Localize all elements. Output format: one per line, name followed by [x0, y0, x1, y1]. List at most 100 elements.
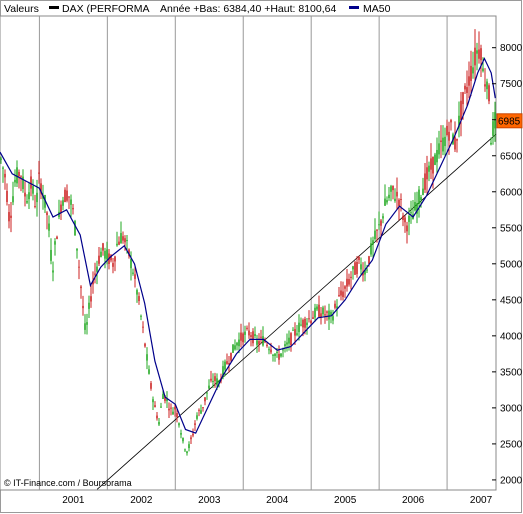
candle — [472, 51, 474, 79]
candle — [86, 313, 88, 335]
candle-body — [60, 204, 62, 213]
candle-body — [360, 264, 362, 270]
candle-body — [80, 286, 82, 289]
candle-body — [328, 310, 330, 320]
candle — [388, 186, 390, 201]
candle-body — [182, 437, 184, 442]
candle — [392, 185, 394, 200]
candle — [242, 332, 244, 346]
candle — [150, 381, 152, 391]
candle — [300, 317, 302, 327]
candle-body — [84, 323, 86, 330]
candle-body — [82, 305, 84, 309]
candle — [484, 68, 486, 92]
candle — [198, 408, 200, 417]
candle-body — [110, 255, 112, 261]
candle-body — [436, 149, 438, 163]
ma-layer — [0, 57, 496, 434]
y-tick-label: 2000 — [500, 475, 523, 486]
candle — [460, 92, 462, 137]
candle-body — [218, 380, 220, 384]
grid-layer — [38, 16, 448, 490]
candle — [312, 310, 314, 320]
candle — [30, 169, 32, 197]
candle — [188, 441, 190, 452]
candle — [202, 407, 204, 412]
candle — [286, 333, 288, 352]
candle — [176, 407, 178, 423]
candle — [474, 29, 476, 81]
candle-body — [462, 92, 464, 105]
candle-body — [316, 306, 318, 310]
candle — [190, 435, 192, 444]
candle-body — [202, 407, 204, 409]
candle-body — [206, 392, 208, 394]
candle — [82, 295, 84, 316]
candle-body — [122, 236, 124, 241]
candle — [208, 379, 210, 390]
candle — [296, 325, 298, 337]
candle-body — [118, 241, 120, 245]
candle-body — [494, 112, 496, 129]
candle-body — [340, 290, 342, 296]
candle-body — [112, 263, 114, 267]
candle-body — [394, 198, 396, 202]
candle-body — [330, 311, 332, 316]
candle — [350, 271, 352, 290]
candle — [284, 340, 286, 353]
candle — [134, 264, 136, 288]
candle — [468, 61, 470, 99]
candle — [340, 281, 342, 301]
candle-body — [74, 221, 76, 236]
candle — [120, 221, 122, 244]
candle-body — [324, 314, 326, 316]
candle-body — [164, 395, 166, 401]
candle — [110, 254, 112, 263]
candle — [294, 322, 296, 346]
ma50-line — [0, 57, 496, 434]
candle-body — [14, 179, 16, 183]
candle — [184, 448, 186, 452]
x-tick-label: 2005 — [334, 495, 357, 506]
candle — [480, 44, 482, 77]
candle-body — [146, 354, 148, 361]
candle-body — [28, 192, 30, 200]
candle — [328, 303, 330, 330]
candle — [10, 201, 12, 233]
candle — [398, 198, 400, 221]
candle — [420, 194, 422, 208]
candle — [100, 247, 102, 258]
candle — [416, 191, 418, 224]
candle-body — [300, 324, 302, 326]
candle-body — [336, 306, 338, 309]
candle-body — [192, 433, 194, 436]
candle — [56, 235, 58, 240]
candle — [6, 183, 8, 206]
candle — [488, 83, 490, 105]
x-tick-label: 2001 — [62, 495, 85, 506]
candle — [132, 268, 134, 276]
candle-body — [404, 217, 406, 223]
candle-body — [470, 65, 472, 81]
candle — [180, 429, 182, 439]
candle — [346, 268, 348, 292]
candle — [204, 397, 206, 406]
candle-body — [438, 143, 440, 155]
candle — [62, 196, 64, 211]
candle-body — [172, 411, 174, 415]
candle-body — [382, 216, 384, 219]
candle-body — [430, 158, 432, 170]
candle-body — [474, 47, 476, 66]
candle-body — [482, 68, 484, 72]
candle — [292, 327, 294, 331]
candle — [28, 181, 30, 210]
last-price-marker: 6985 — [496, 113, 523, 129]
candle — [454, 121, 456, 153]
candle — [330, 309, 332, 324]
y-tick-label: 4500 — [500, 295, 523, 306]
candle-body — [464, 85, 466, 90]
candle — [274, 353, 276, 362]
candle — [324, 305, 326, 324]
candle — [112, 257, 114, 274]
candle-body — [308, 318, 310, 320]
